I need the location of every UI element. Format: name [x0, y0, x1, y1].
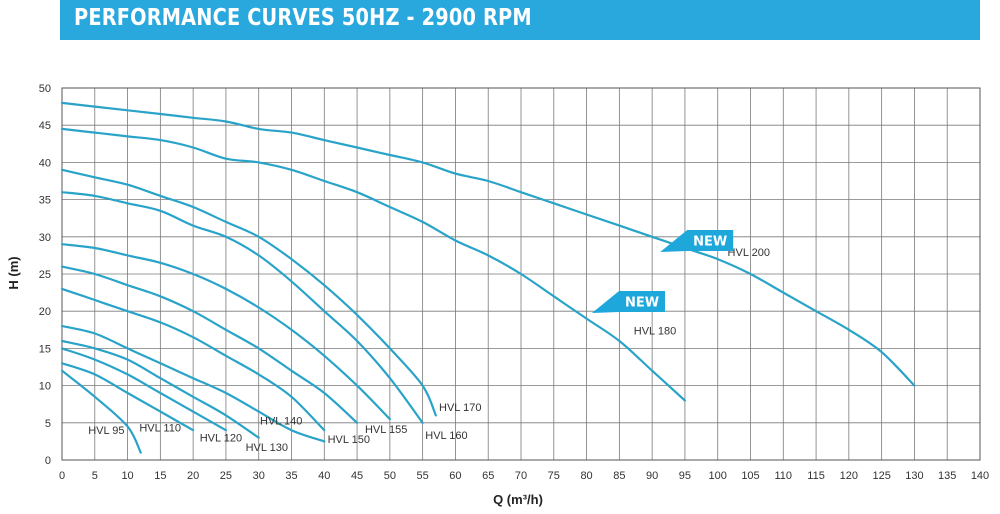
curve-label: HVL 110	[139, 423, 181, 435]
page-title: PERFORMANCE CURVES 50HZ - 2900 RPM	[74, 5, 532, 31]
new-badge-text: NEW	[693, 235, 727, 250]
x-tick-label: 115	[807, 470, 825, 482]
curve-labels: HVL 95 HVL 110 HVL 120 HVL 130 HVL 140 HVL 15…	[88, 247, 770, 454]
x-tick-label: 140	[971, 470, 989, 482]
x-tick-label: 55	[417, 470, 429, 482]
x-tick-label: 90	[646, 470, 658, 482]
curve-label: HVL 150	[328, 434, 370, 446]
y-tick-label: 25	[39, 269, 51, 281]
curve-label: HVL 120	[200, 432, 242, 444]
y-tick-label: 45	[39, 120, 51, 132]
y-tick-label: 40	[39, 157, 51, 169]
curve-label: HVL 130	[246, 442, 288, 454]
new-badge: NEW	[660, 230, 734, 252]
x-tick-label: 100	[709, 470, 727, 482]
x-tick-label: 0	[59, 470, 65, 482]
curve-label: HVL 95	[88, 425, 124, 437]
y-tick-label: 10	[39, 381, 51, 393]
new-badges: NEW NEW	[592, 230, 734, 313]
curve-label: HVL 140	[260, 415, 302, 427]
x-tick-labels: 0 5 10 15 20 25 30 35 40 45 50 55 60 65 70 75 80 85 90 95 10…	[59, 470, 989, 482]
x-tick-label: 130	[905, 470, 923, 482]
curve-label: HVL 180	[634, 325, 676, 337]
new-badge: NEW	[592, 291, 665, 313]
x-tick-label: 70	[515, 470, 527, 482]
curve-label: HVL 170	[439, 402, 481, 414]
y-tick-label: 20	[39, 306, 51, 318]
new-badge-shape	[592, 291, 665, 313]
x-tick-label: 135	[938, 470, 956, 482]
plot-frame	[61, 87, 981, 461]
y-tick-labels: 0 5 10 15 20 25 30 35 40 45 50	[39, 83, 51, 467]
y-tick-label: 50	[39, 83, 51, 95]
curve-line	[60, 265, 359, 424]
x-tick-label: 50	[384, 470, 396, 482]
curve-label: HVL 160	[425, 430, 467, 442]
x-tick-label: 80	[580, 470, 592, 482]
curve-line	[60, 243, 391, 421]
x-tick-label: 30	[253, 470, 265, 482]
x-tick-label: 45	[351, 470, 363, 482]
y-axis-title: H (m)	[6, 256, 21, 289]
y-tick-label: 5	[45, 418, 51, 430]
x-tick-label: 15	[154, 470, 166, 482]
curve-label: HVL 200	[728, 247, 770, 259]
y-tick-label: 15	[39, 343, 51, 355]
curve-line	[60, 362, 195, 432]
y-tick-label: 30	[39, 232, 51, 244]
curve-line	[60, 168, 437, 417]
x-tick-label: 10	[121, 470, 133, 482]
x-tick-label: 25	[220, 470, 232, 482]
curve-line	[60, 127, 686, 402]
x-tick-label: 65	[482, 470, 494, 482]
curve-line	[60, 191, 424, 424]
new-badge-shape	[660, 230, 734, 252]
curve-series	[60, 101, 916, 454]
curve-line	[60, 101, 916, 387]
y-tick-label: 0	[45, 455, 51, 467]
x-tick-label: 95	[679, 470, 691, 482]
title-banner: PERFORMANCE CURVES 50HZ - 2900 RPM	[60, 0, 980, 40]
curve-line	[60, 369, 142, 454]
curve-label: HVL 155	[365, 424, 407, 436]
x-tick-label: 35	[285, 470, 297, 482]
x-axis-title: Q (m³/h)	[493, 492, 543, 507]
x-tick-label: 60	[449, 470, 461, 482]
x-tick-label: 105	[741, 470, 759, 482]
x-tick-label: 110	[775, 470, 793, 482]
y-tick-label: 35	[39, 195, 51, 207]
curve-line	[60, 287, 326, 432]
new-badge-text: NEW	[625, 296, 659, 311]
x-tick-label: 85	[613, 470, 625, 482]
curve-line	[60, 347, 227, 432]
curve-line	[60, 325, 326, 443]
curve-line	[60, 339, 260, 439]
x-tick-label: 40	[318, 470, 330, 482]
x-tick-label: 125	[872, 470, 890, 482]
x-tick-label: 5	[92, 470, 98, 482]
x-tick-label: 120	[840, 470, 858, 482]
x-tick-label: 20	[187, 470, 199, 482]
x-tick-label: 75	[548, 470, 560, 482]
